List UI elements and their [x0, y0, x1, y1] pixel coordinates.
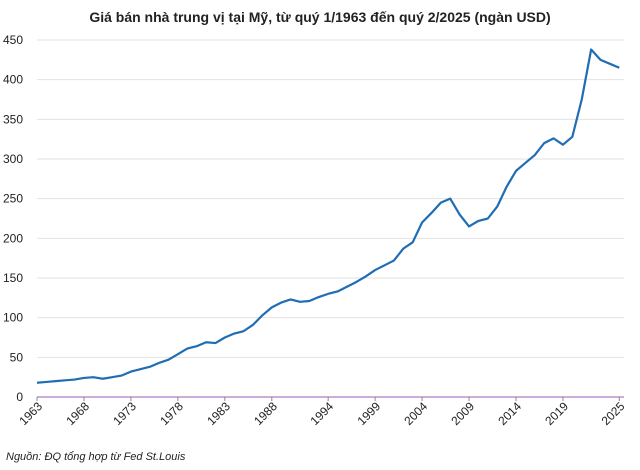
x-tick-label: 2014 — [495, 399, 524, 428]
y-tick-label: 150 — [3, 271, 23, 285]
y-tick-label: 350 — [3, 112, 23, 126]
y-tick-label: 50 — [10, 350, 24, 364]
x-tick-label: 1988 — [251, 399, 280, 428]
x-tick-label: 1973 — [110, 399, 139, 428]
source-note: Nguồn: ĐQ tổng hợp từ Fed St.Louis — [6, 451, 186, 463]
x-tick-label: 2009 — [448, 399, 477, 428]
x-tick-label: 1978 — [157, 399, 186, 428]
y-tick-label: 400 — [3, 73, 23, 87]
y-tick-label: 200 — [3, 231, 23, 245]
x-tick-label: 1968 — [63, 399, 92, 428]
x-tick-label: 1994 — [307, 399, 336, 428]
y-tick-label: 450 — [3, 33, 23, 47]
x-tick-label: 2025 — [599, 399, 628, 428]
data-line — [36, 48, 620, 384]
chart-title: Giá bán nhà trung vị tại Mỹ, từ quý 1/19… — [89, 9, 550, 25]
y-tick-label: 250 — [3, 192, 23, 206]
x-tick-label: 2004 — [401, 399, 430, 428]
x-tick-label: 1999 — [354, 399, 383, 428]
x-tick-label: 1983 — [204, 399, 233, 428]
y-tick-label: 300 — [3, 152, 23, 166]
y-tick-label: 0 — [16, 390, 23, 404]
y-tick-label: 100 — [3, 311, 23, 325]
x-tick-label: 2019 — [542, 399, 571, 428]
